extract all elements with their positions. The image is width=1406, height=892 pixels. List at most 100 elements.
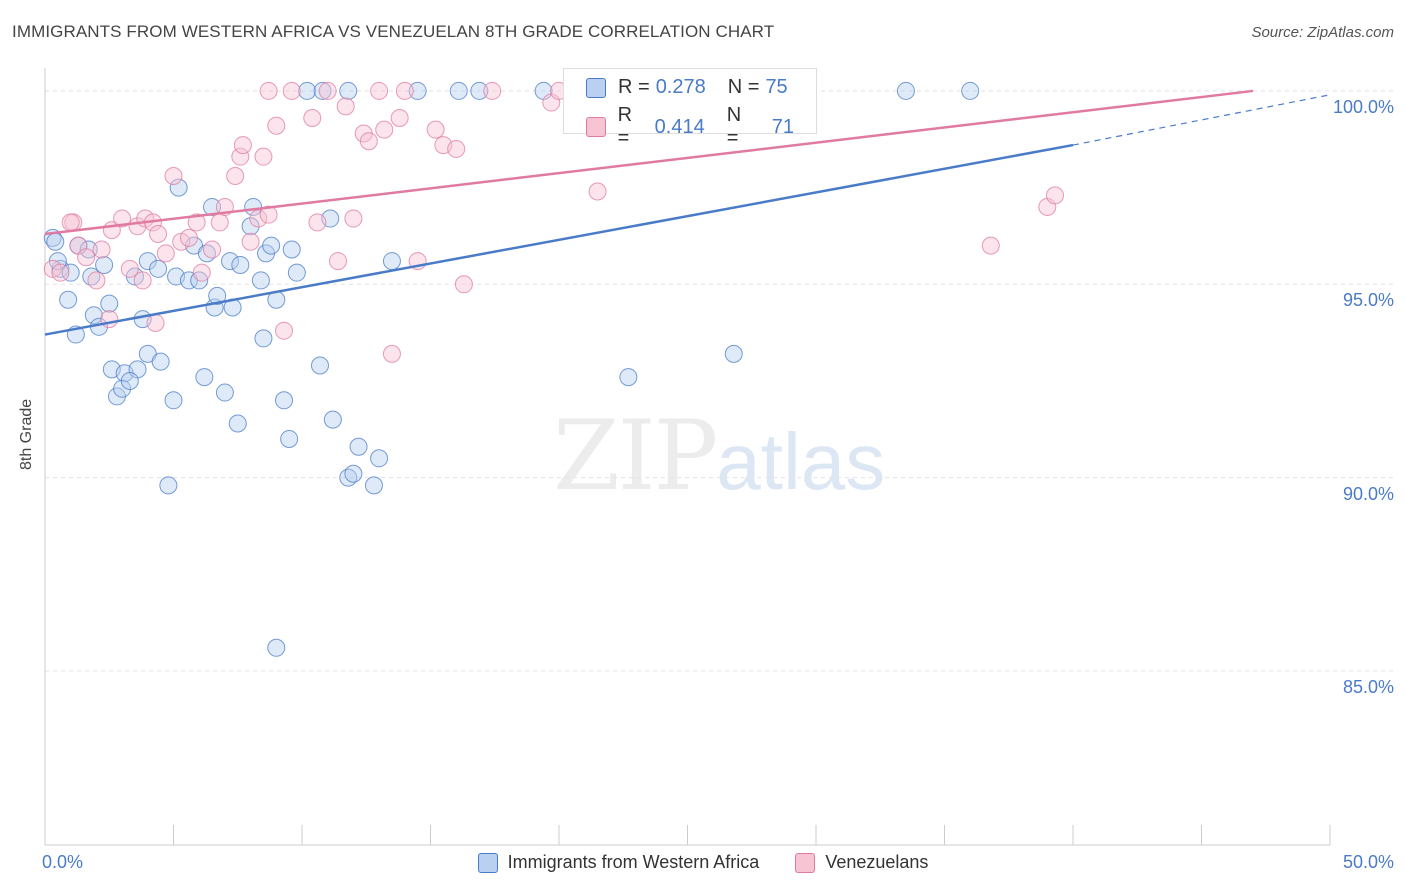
y-tick-label: 100.0% xyxy=(1332,96,1394,117)
data-point-western-africa xyxy=(724,344,743,363)
data-point-venezuelans xyxy=(87,271,106,290)
data-point-western-africa xyxy=(449,81,468,100)
data-point-western-africa xyxy=(228,414,247,433)
data-point-venezuelans xyxy=(179,228,198,247)
x-tick-label-min: 0.0% xyxy=(42,852,84,872)
stats-row-blue: R = 0.278 N = 75 xyxy=(586,76,810,99)
data-point-venezuelans xyxy=(303,109,322,128)
r-value: 0.414 xyxy=(654,115,705,138)
chart-title: IMMIGRANTS FROM WESTERN AFRICA VS VENEZU… xyxy=(12,22,775,41)
data-point-western-africa xyxy=(961,81,980,100)
blue-swatch xyxy=(586,77,606,98)
legend-item-venezuelans[interactable]: Venezuelans xyxy=(795,852,928,873)
data-point-venezuelans xyxy=(318,81,337,100)
data-point-western-africa xyxy=(151,352,170,371)
data-point-venezuelans xyxy=(328,252,347,271)
data-point-venezuelans xyxy=(203,240,222,259)
data-point-venezuelans xyxy=(226,167,245,186)
data-point-venezuelans xyxy=(146,313,165,332)
data-point-venezuelans xyxy=(156,244,175,263)
data-point-venezuelans xyxy=(259,205,278,224)
data-point-western-africa xyxy=(169,178,188,197)
data-point-venezuelans xyxy=(61,213,80,232)
legend-swatch-blue xyxy=(477,852,498,873)
stats-row-pink: R = 0.414 N = 71 xyxy=(586,104,816,150)
data-point-western-africa xyxy=(262,236,281,255)
data-point-venezuelans xyxy=(588,182,607,201)
data-point-venezuelans xyxy=(454,275,473,294)
data-point-western-africa xyxy=(208,286,227,305)
data-point-venezuelans xyxy=(249,209,268,228)
data-point-western-africa xyxy=(364,476,383,495)
data-point-western-africa xyxy=(344,464,363,483)
data-point-western-africa xyxy=(287,263,306,282)
data-point-western-africa xyxy=(896,81,915,100)
data-point-venezuelans xyxy=(187,213,206,232)
data-point-venezuelans xyxy=(120,259,139,278)
trend-line-western-africa xyxy=(44,143,1074,336)
data-point-venezuelans xyxy=(254,147,273,166)
data-point-western-africa xyxy=(275,391,294,410)
data-point-western-africa xyxy=(310,356,329,375)
data-point-venezuelans xyxy=(133,271,152,290)
data-point-western-africa xyxy=(100,294,119,313)
data-point-western-africa xyxy=(370,449,389,468)
r-label: R = xyxy=(618,76,650,98)
data-point-venezuelans xyxy=(113,209,132,228)
y-axis-label: 8th Grade xyxy=(18,398,35,470)
data-point-venezuelans xyxy=(51,263,70,282)
data-point-western-africa xyxy=(339,81,358,100)
legend-label: Immigrants from Western Africa xyxy=(507,852,760,872)
data-point-western-africa xyxy=(408,81,427,100)
data-point-western-africa xyxy=(244,197,263,216)
data-point-venezuelans xyxy=(192,263,211,282)
series-legend: Immigrants from Western Africa Venezuela… xyxy=(0,852,1406,873)
n-label: N = xyxy=(727,76,760,98)
data-point-western-africa xyxy=(382,252,401,271)
data-point-venezuelans xyxy=(77,248,96,267)
data-point-western-africa xyxy=(619,368,638,387)
data-point-western-africa xyxy=(113,379,132,398)
pink-swatch xyxy=(586,117,606,137)
data-point-western-africa xyxy=(95,255,114,274)
data-point-venezuelans xyxy=(359,132,378,151)
legend-swatch-pink xyxy=(795,852,816,873)
data-point-venezuelans xyxy=(382,344,401,363)
data-point-venezuelans xyxy=(375,120,394,139)
data-point-western-africa xyxy=(267,638,286,657)
data-point-western-africa xyxy=(138,252,157,271)
data-point-western-africa xyxy=(149,259,168,278)
trend-line-venezuelans xyxy=(44,89,1254,236)
data-point-western-africa xyxy=(251,271,270,290)
data-point-venezuelans xyxy=(1046,186,1065,205)
data-point-western-africa xyxy=(470,81,489,100)
data-point-venezuelans xyxy=(259,81,278,100)
data-point-venezuelans xyxy=(981,236,1000,255)
data-point-western-africa xyxy=(349,437,368,456)
data-point-venezuelans xyxy=(390,109,409,128)
y-tick-label: 90.0% xyxy=(1342,483,1394,504)
data-point-western-africa xyxy=(215,383,234,402)
data-point-venezuelans xyxy=(275,321,294,340)
data-point-venezuelans xyxy=(241,232,260,251)
stats-legend: R = 0.278 N = 75 R = 0.414 N = 71 xyxy=(563,68,817,149)
data-point-venezuelans xyxy=(483,81,502,100)
data-point-venezuelans xyxy=(231,147,250,166)
data-point-western-africa xyxy=(159,476,178,495)
data-point-western-africa xyxy=(59,290,78,309)
trend-line-extension xyxy=(1072,94,1331,146)
data-point-venezuelans xyxy=(282,81,301,100)
data-point-venezuelans xyxy=(395,81,414,100)
n-value: 75 xyxy=(765,76,788,98)
legend-label: Venezuelans xyxy=(825,852,929,872)
data-point-western-africa xyxy=(221,252,240,271)
watermark-zip: ZIP xyxy=(553,400,718,512)
data-point-western-africa xyxy=(164,391,183,410)
legend-item-western-africa[interactable]: Immigrants from Western Africa xyxy=(477,852,760,873)
n-label: N = xyxy=(726,104,742,149)
data-point-western-africa xyxy=(280,429,299,448)
n-value: 71 xyxy=(771,115,794,138)
data-point-venezuelans xyxy=(426,120,445,139)
data-point-western-africa xyxy=(84,306,103,325)
y-tick-label: 95.0% xyxy=(1342,290,1394,311)
